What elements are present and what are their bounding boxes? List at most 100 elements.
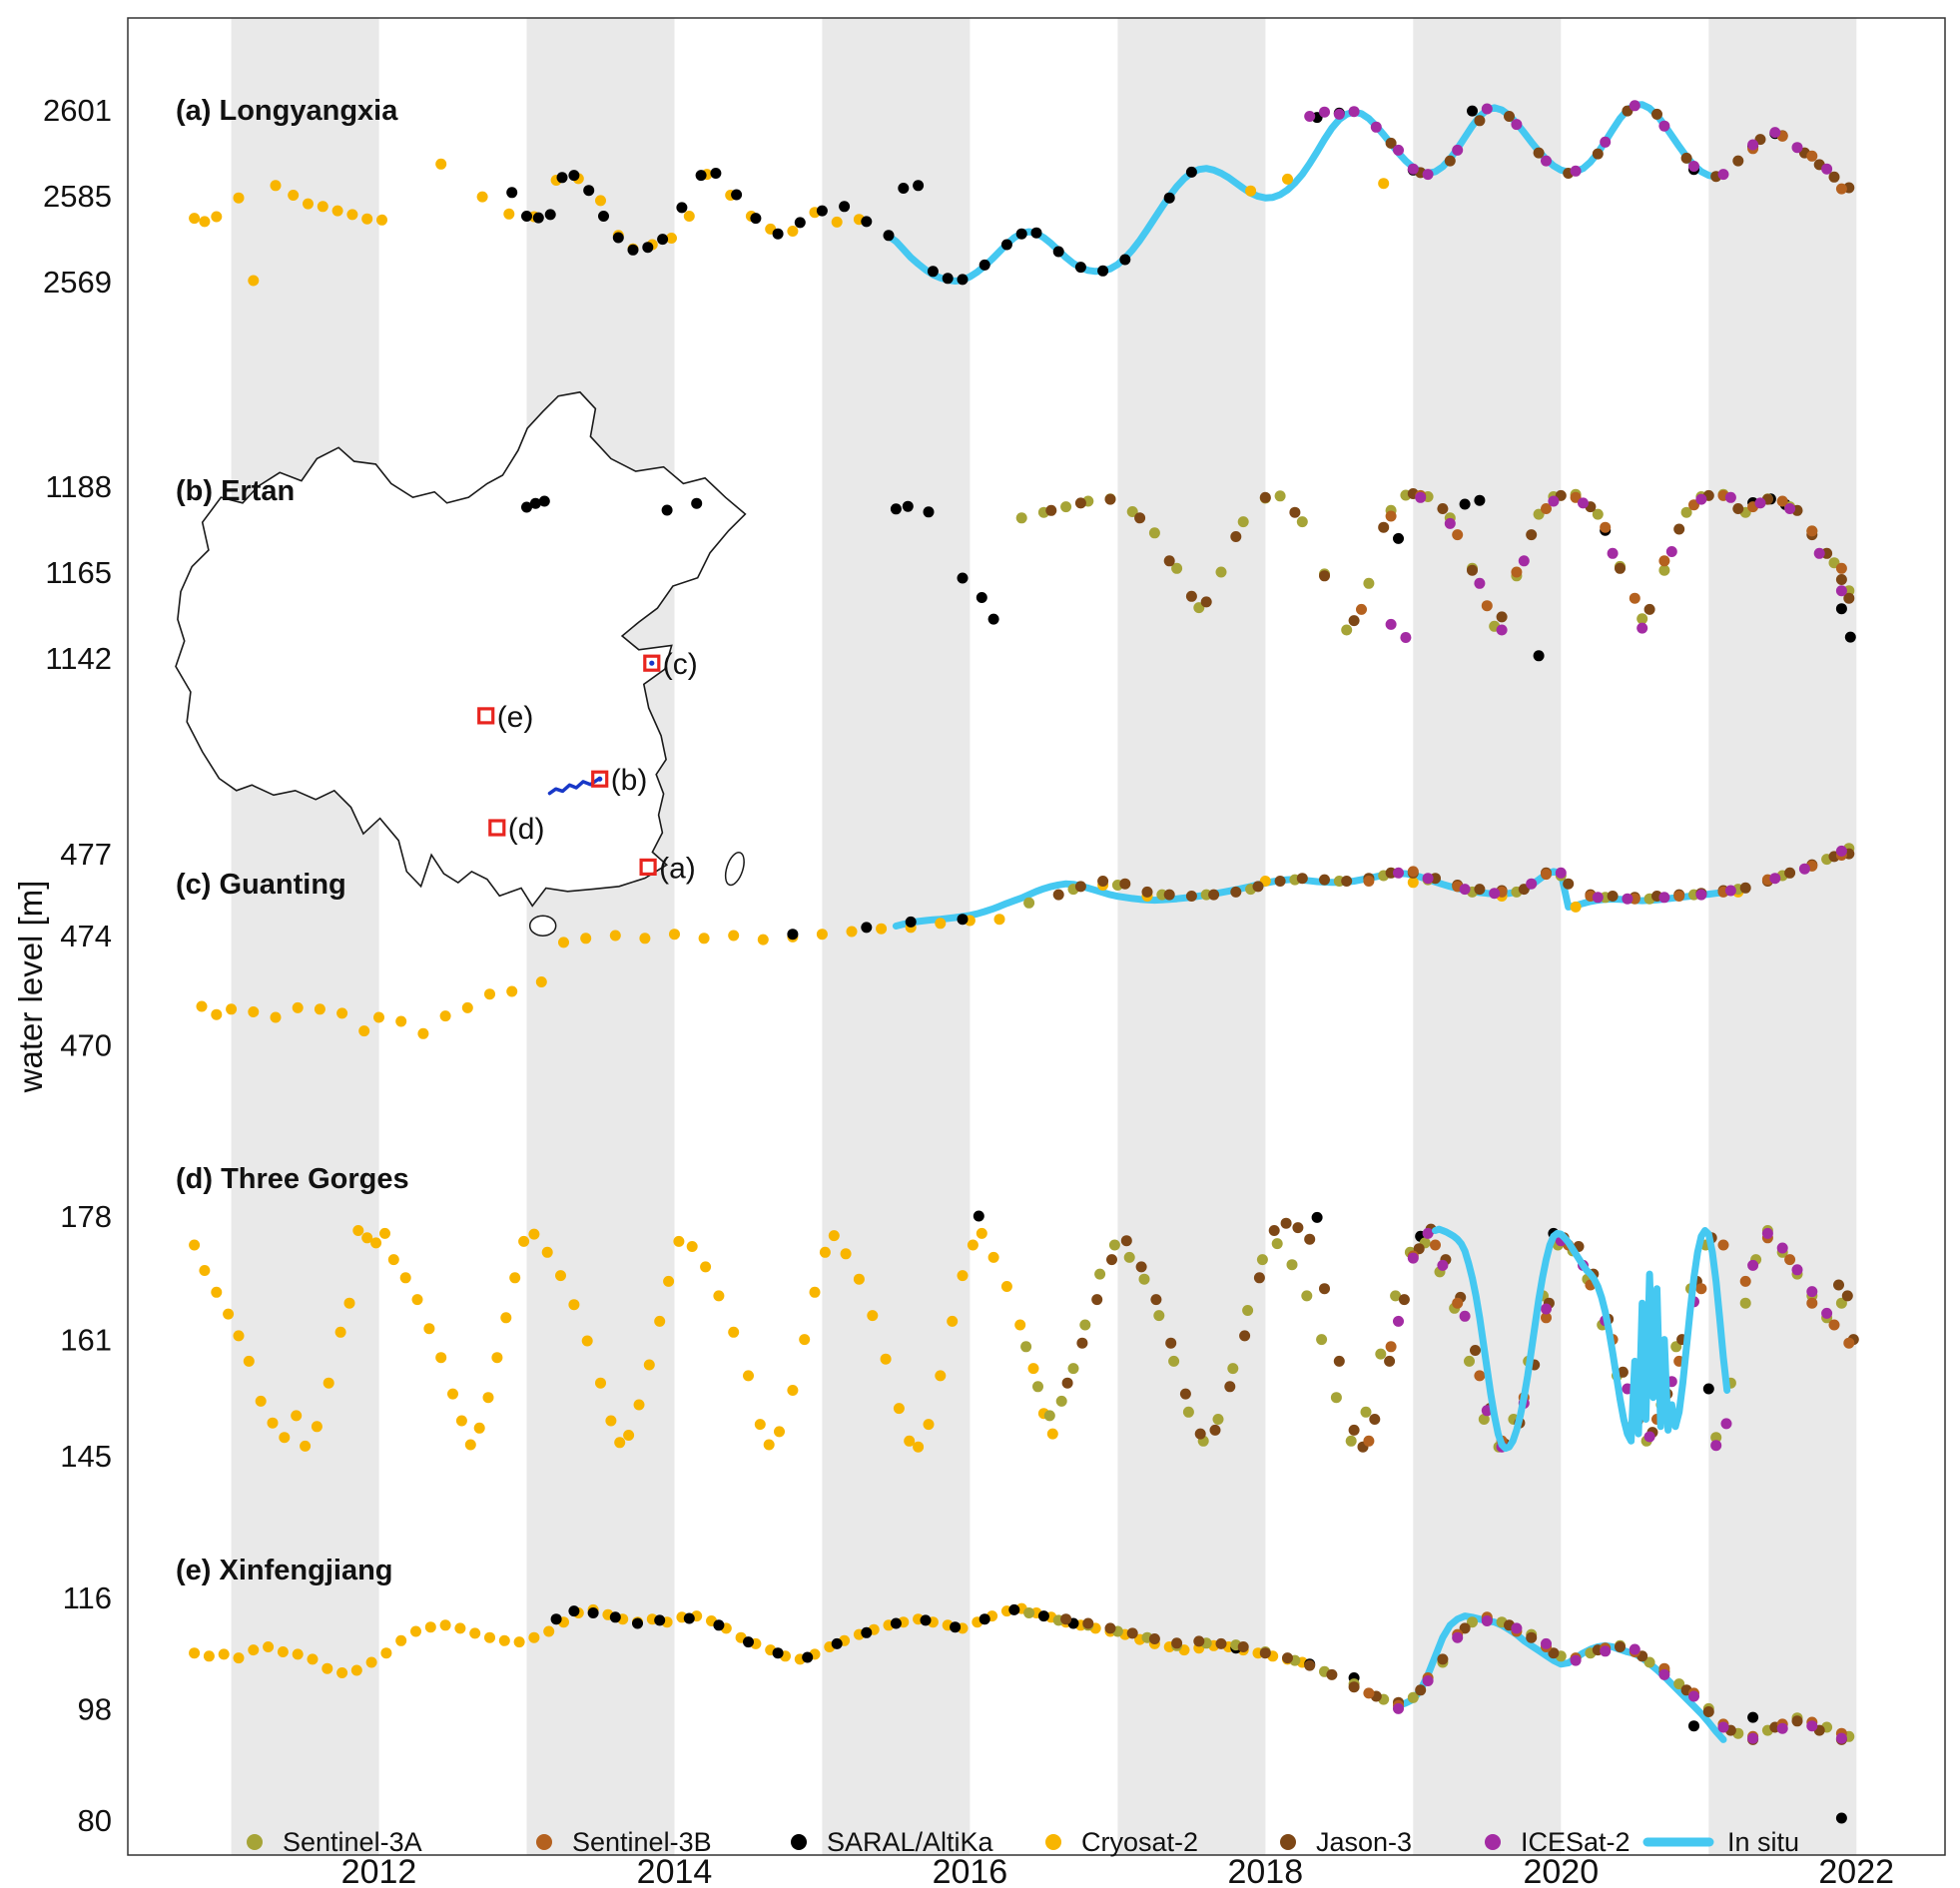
- sentinel3a-point: [1055, 1395, 1067, 1407]
- sentinel3a-point: [1060, 501, 1072, 513]
- year-band: [1413, 18, 1562, 1855]
- jason3-point: [1179, 1388, 1191, 1400]
- legend-dot-saral: [791, 1834, 807, 1850]
- cryosat2-point: [1027, 1363, 1039, 1375]
- icesat2-point: [1835, 845, 1847, 857]
- cryosat2-point: [754, 1419, 766, 1431]
- cryosat2-point: [352, 1225, 364, 1236]
- cryosat2-point: [853, 1273, 865, 1285]
- cryosat2-point: [846, 926, 858, 938]
- saral-point: [1163, 192, 1175, 204]
- map-marker-(a): [639, 858, 657, 877]
- cryosat2-point: [935, 1370, 947, 1382]
- icesat2-point: [1452, 144, 1464, 156]
- legend-dot-jason3: [1280, 1834, 1296, 1850]
- icesat2-point: [1600, 1645, 1612, 1657]
- cryosat2-point: [423, 1323, 435, 1335]
- cryosat2-point: [189, 1239, 201, 1251]
- icesat2-point: [1333, 108, 1345, 120]
- sentinel3b-point: [1407, 866, 1419, 878]
- sentinel3a-point: [1032, 1381, 1043, 1393]
- sentinel3a-point: [1153, 1310, 1165, 1322]
- jason3-point: [1437, 1653, 1449, 1665]
- jason3-point: [1319, 570, 1330, 582]
- x-tick-label: 2022: [1818, 1853, 1894, 1888]
- cryosat2-point: [226, 1003, 238, 1015]
- sentinel3a-point: [1643, 1656, 1655, 1668]
- sentinel3b-point: [1717, 1239, 1729, 1251]
- cryosat2-point: [189, 1647, 201, 1659]
- jason3-point: [1120, 1235, 1132, 1247]
- icesat2-point: [1518, 555, 1530, 567]
- map-marker-(e): [477, 707, 495, 725]
- icesat2-point: [1695, 889, 1707, 901]
- cryosat2-point: [243, 1355, 255, 1367]
- icesat2-point: [1806, 1286, 1818, 1298]
- sentinel3b-point: [1541, 1312, 1552, 1324]
- icesat2-point: [1791, 1264, 1803, 1276]
- river-line: [547, 777, 600, 796]
- sentinel3b-point: [1452, 1297, 1464, 1309]
- jason3-point: [1467, 564, 1478, 576]
- cryosat2-point: [303, 198, 314, 210]
- sentinel3b-point: [1835, 183, 1847, 195]
- cryosat2-point: [558, 937, 569, 948]
- cryosat2-point: [199, 1265, 211, 1276]
- jason3-point: [1163, 889, 1175, 901]
- saral-point: [691, 497, 703, 509]
- icesat2-point: [1304, 111, 1316, 122]
- sentinel3a-point: [1015, 512, 1027, 524]
- icesat2-point: [1370, 121, 1382, 133]
- jason3-point: [1385, 137, 1397, 149]
- sentinel3a-point: [1835, 1297, 1847, 1309]
- icesat2-point: [1629, 1643, 1640, 1655]
- sentinel3a-point: [1123, 1251, 1135, 1263]
- cryosat2-point: [424, 1621, 436, 1633]
- cryosat2-point: [683, 211, 695, 222]
- y-tick-label: 474: [60, 919, 112, 953]
- saral-point: [1052, 246, 1064, 258]
- insitu-line-d: [1432, 1225, 1731, 1453]
- y-axis-label: water level [m]: [12, 881, 49, 1094]
- legend-dot-cryosat2: [1045, 1834, 1061, 1850]
- sentinel3b-point: [1474, 1370, 1486, 1382]
- icesat2-point: [1407, 1252, 1419, 1264]
- jason3-point: [1732, 155, 1744, 167]
- sentinel3a-point: [1301, 1290, 1313, 1302]
- saral-point: [587, 1607, 599, 1618]
- cryosat2-point: [1378, 178, 1390, 190]
- series-cryosat2-panel-d: [189, 1225, 1058, 1453]
- jason3-point: [1444, 155, 1456, 167]
- saral-point: [1311, 1211, 1323, 1223]
- saral-point: [568, 1605, 580, 1617]
- cryosat2-point: [500, 1312, 512, 1324]
- cryosat2-point: [263, 1641, 275, 1652]
- cryosat2-point: [639, 933, 651, 944]
- sentinel3a-point: [1592, 508, 1604, 520]
- sentinel3a-point: [1636, 613, 1648, 625]
- cryosat2-point: [199, 216, 211, 228]
- icesat2-point: [1791, 142, 1803, 154]
- cryosat2-point: [336, 1007, 348, 1019]
- cryosat2-point: [535, 976, 547, 987]
- panel-a: [189, 100, 1855, 287]
- cryosat2-point: [947, 1315, 959, 1327]
- cryosat2-point: [913, 1441, 925, 1453]
- sentinel3a-point: [1227, 1363, 1239, 1375]
- cryosat2-point: [314, 1003, 326, 1015]
- icesat2-point: [1710, 1440, 1722, 1452]
- jason3-point: [1474, 115, 1486, 127]
- cryosat2-point: [614, 1437, 626, 1449]
- icesat2-point: [1747, 1732, 1759, 1744]
- cryosat2-point: [728, 1326, 740, 1338]
- cryosat2-point: [376, 214, 387, 226]
- cryosat2-point: [358, 1025, 370, 1037]
- cryosat2-point: [473, 1422, 485, 1434]
- saral-point: [1393, 532, 1404, 544]
- panel-c: [196, 843, 1855, 1039]
- jason3-point: [1333, 1355, 1345, 1367]
- legend-label-sentinel3a: Sentinel-3A: [283, 1827, 422, 1857]
- icesat2-point: [1393, 144, 1404, 156]
- cryosat2-point: [605, 1415, 617, 1427]
- jason3-point: [1134, 512, 1146, 524]
